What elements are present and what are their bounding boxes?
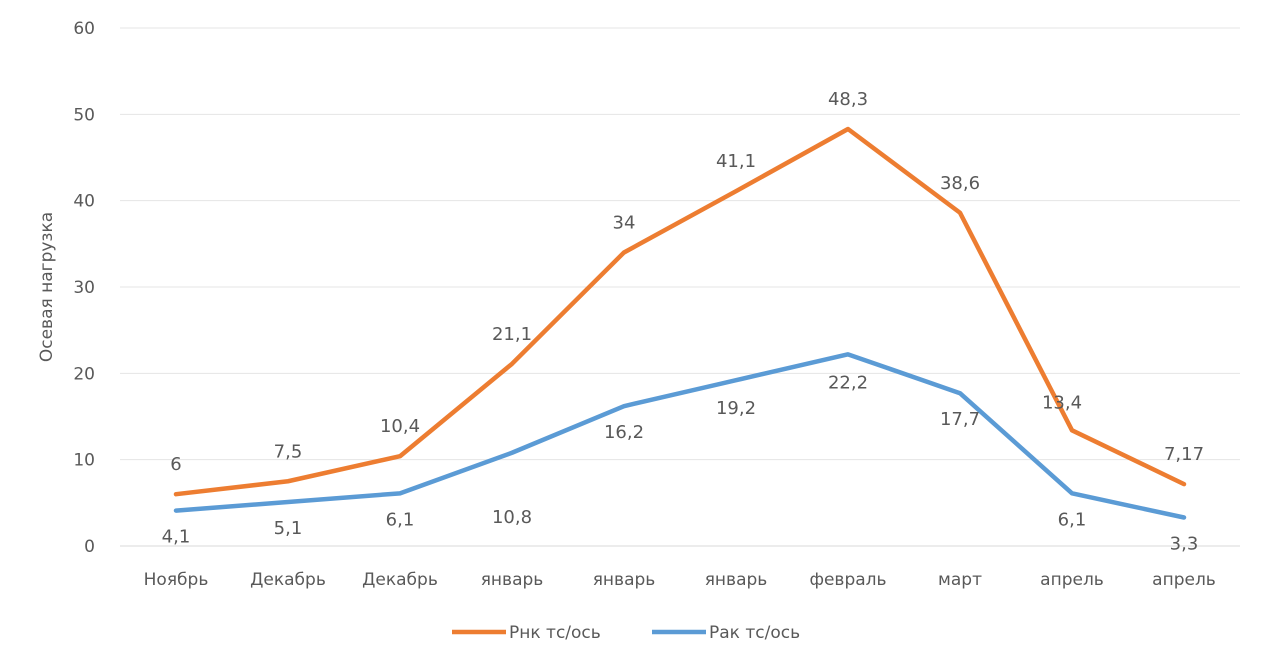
legend-label: Рак тс/ось (709, 623, 800, 643)
y-tick-label: 40 (73, 192, 95, 212)
x-tick-label: январь (593, 570, 656, 590)
y-tick-label: 10 (73, 451, 95, 471)
x-tick-label: январь (481, 570, 544, 590)
x-tick-label: январь (705, 570, 768, 590)
series-line-rak (173, 352, 1187, 520)
data-label: 34 (613, 212, 636, 233)
data-label: 22,2 (828, 372, 868, 393)
data-label: 21,1 (492, 324, 532, 345)
data-label: 16,2 (604, 422, 644, 443)
x-tick-label: Декабрь (250, 570, 326, 590)
y-tick-label: 20 (73, 364, 95, 384)
data-label: 6,1 (386, 509, 415, 530)
data-label: 5,1 (274, 518, 303, 539)
data-label: 13,4 (1042, 392, 1082, 413)
data-label: 4,1 (162, 527, 191, 548)
x-tick-label: апрель (1040, 570, 1104, 590)
x-tick-label: март (938, 570, 982, 590)
legend-label: Рнк тс/ось (509, 623, 601, 643)
x-tick-label: Декабрь (362, 570, 438, 590)
data-label: 19,2 (716, 398, 756, 419)
data-label: 10,4 (380, 416, 420, 437)
x-tick-label: февраль (809, 570, 886, 590)
x-tick-label: Ноябрь (144, 570, 209, 590)
y-axis-label: Осевая нагрузка (37, 212, 57, 362)
y-tick-label: 30 (73, 278, 95, 298)
y-tick-label: 60 (73, 19, 95, 39)
data-label: 41,1 (716, 151, 756, 172)
data-label: 10,8 (492, 507, 532, 528)
data-label: 7,5 (274, 441, 303, 462)
data-label: 48,3 (828, 89, 868, 110)
y-tick-label: 0 (84, 537, 95, 557)
data-label: 7,17 (1164, 444, 1204, 465)
data-label: 6 (170, 454, 181, 475)
x-tick-label: апрель (1152, 570, 1216, 590)
data-label: 38,6 (940, 173, 980, 194)
series-line-rnk (173, 126, 1187, 497)
data-label: 17,7 (940, 409, 980, 430)
data-label: 6,1 (1058, 509, 1087, 530)
y-tick-label: 50 (73, 105, 95, 125)
data-label: 3,3 (1170, 534, 1199, 555)
